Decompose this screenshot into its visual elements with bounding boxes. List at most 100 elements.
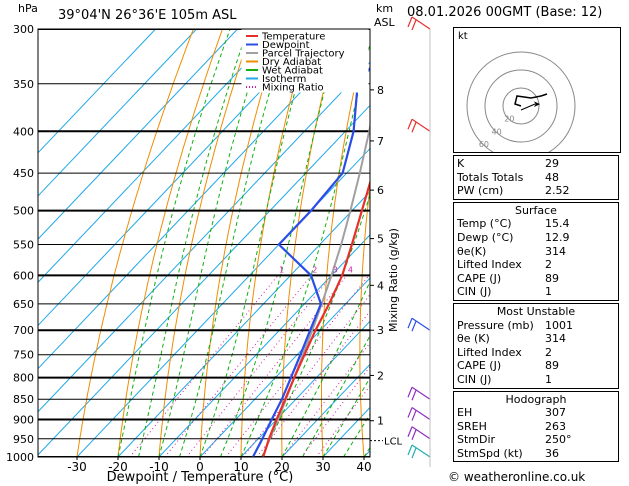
wind-barb	[407, 317, 431, 332]
mixing-ratio-label: 20	[441, 265, 451, 274]
wind-barb-feather	[407, 407, 413, 418]
temperature-line	[262, 179, 370, 457]
hodograph-row: StmSpd (kt) 36	[457, 447, 615, 461]
km-tick-label: 2	[377, 369, 384, 382]
km-tick-label: 8	[377, 84, 384, 97]
indices-box: K 29 Totals Totals 48 PW (cm) 2.52	[453, 155, 619, 200]
surface-row: CIN (J) 1	[457, 285, 615, 299]
index-label: PW (cm)	[457, 184, 504, 198]
wind-barb-feather	[407, 387, 413, 398]
wind-barb	[407, 444, 431, 459]
storm-motion-arrowhead: ➤	[533, 100, 541, 110]
km-tick-label: 5	[377, 233, 384, 246]
x-axis-label: Dewpoint / Temperature (°C)	[107, 470, 294, 485]
hodograph-ring-label: 40	[492, 127, 502, 136]
pressure-tick-label: 450	[13, 167, 34, 180]
mixing-ratio-label: 10	[399, 265, 409, 274]
km-tick-label: 7	[377, 135, 384, 148]
x-tick-label: -10	[149, 460, 169, 474]
isotherm-line	[117, 191, 370, 457]
wind-barb-staff	[411, 118, 431, 132]
wind-barb-feather	[411, 19, 417, 31]
surface-title: Surface	[515, 203, 557, 217]
surface-label: θe(K)	[457, 244, 487, 258]
wind-barb-staff	[411, 16, 431, 30]
pressure-tick-label: 600	[13, 269, 34, 282]
x-tick-label: 30	[315, 460, 330, 474]
mixing-ratio-line	[164, 275, 312, 457]
wet-adiabat-line	[302, 334, 370, 457]
mixing-ratio-line	[282, 342, 370, 457]
isotherm-line	[240, 320, 370, 457]
hodograph-ring-label: 60	[479, 140, 489, 149]
dry-adiabat-line	[158, 29, 253, 457]
hodograph-value: 307	[545, 406, 566, 420]
hodograph-label: StmSpd (kt)	[457, 446, 523, 460]
hodograph-ring-label: 20	[504, 115, 514, 124]
surface-value: 12.9	[545, 230, 570, 244]
mixing-ratio-axis-label: Mixing Ratio (g/kg)	[387, 228, 400, 332]
surface-value: 314	[545, 244, 566, 258]
isotherm-line	[38, 29, 156, 154]
pressure-unit-label: hPa	[18, 2, 38, 15]
index-value: 48	[545, 170, 559, 184]
most-unstable-label: Pressure (mb)	[457, 318, 534, 332]
most-unstable-value: 314	[545, 332, 566, 346]
wind-barb-feather	[407, 16, 413, 28]
x-tick-label: -20	[108, 460, 128, 474]
index-label: Totals Totals	[457, 170, 524, 184]
wind-barb-feather	[407, 426, 413, 437]
pressure-tick-label: 650	[13, 298, 34, 311]
index-value: 2.52	[545, 184, 570, 198]
surface-row: Temp (°C) 15.4	[457, 217, 615, 231]
wind-barb-staff	[411, 407, 431, 421]
pressure-tick-label: 800	[13, 372, 34, 385]
copyright-footer: © weatheronline.co.uk	[448, 470, 586, 484]
index-label: K	[457, 157, 465, 170]
plot-frame	[37, 28, 371, 458]
pressure-tick-label: 550	[13, 238, 34, 251]
x-tick-label: 0	[196, 460, 204, 474]
hodograph-ring	[466, 51, 576, 161]
hodograph-ring	[502, 87, 540, 125]
most-unstable-value: 89	[545, 359, 559, 373]
legend-bg	[241, 29, 369, 93]
isotherm-line	[38, 61, 370, 413]
surface-label: Temp (°C)	[457, 217, 512, 231]
most-unstable-label: θe (K)	[457, 332, 490, 346]
dry-adiabat-line	[397, 29, 426, 457]
surface-label: Dewp (°C)	[457, 230, 514, 244]
hodograph-label: EH	[457, 406, 473, 420]
index-row: Totals Totals 48	[457, 171, 615, 185]
km-tick-label: 4	[377, 279, 384, 292]
most-unstable-value: 1	[545, 372, 552, 386]
asl-unit-label: ASL	[374, 16, 396, 29]
legend-entry-label: Temperature	[261, 32, 325, 43]
most-unstable-row: CAPE (J) 89	[457, 359, 615, 373]
mixing-ratio-label: 4	[348, 265, 353, 274]
wind-barb-feather	[411, 447, 417, 459]
wind-barb-feather	[407, 317, 413, 329]
hodograph-row: EH 307	[457, 406, 615, 420]
mixing-ratio-label: 6	[370, 265, 375, 274]
hodograph-label: StmDir	[457, 433, 496, 447]
isotherm-line	[38, 29, 238, 240]
pressure-tick-label: 950	[13, 433, 34, 446]
hodograph-value: 263	[545, 419, 566, 433]
x-tick-label: 10	[233, 460, 248, 474]
pressure-tick-label: 500	[13, 205, 34, 218]
most-unstable-value: 2	[545, 345, 552, 359]
wet-adiabat-line	[322, 376, 370, 457]
most-unstable-label: Lifted Index	[457, 345, 522, 359]
pressure-tick-label: 1000	[6, 451, 34, 464]
hodograph-unit-label: kt	[458, 31, 468, 42]
isotherm-line	[38, 29, 279, 283]
mixing-ratio-line	[186, 275, 333, 457]
legend-entry-label: Isotherm	[262, 74, 306, 85]
mixing-ratio-label: 3	[333, 265, 338, 274]
wind-barb-feather	[407, 444, 413, 456]
pressure-tick-label: 350	[13, 78, 34, 91]
pressure-tick-label: 850	[13, 393, 34, 406]
wind-barb-feather	[407, 119, 413, 130]
